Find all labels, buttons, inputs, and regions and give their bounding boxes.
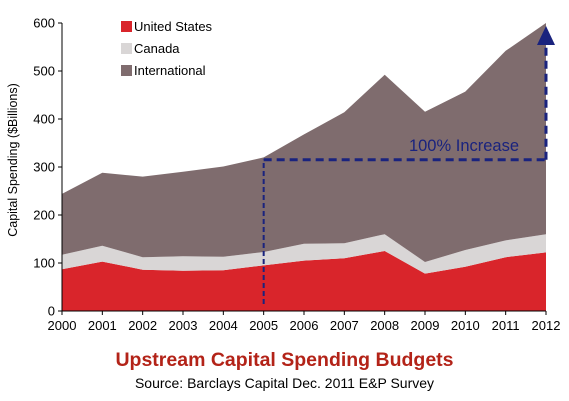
y-axis-ticks: 0 100 200 300 400 500 600 [33,16,62,319]
x-tick-label: 2005 [249,318,278,333]
y-axis-label: Capital Spending ($Billions) [6,83,20,237]
area-series-2 [62,23,546,262]
y-tick-label: 600 [33,16,55,31]
area-series-1 [62,234,546,274]
legend-label: International [134,63,206,78]
legend-label: Canada [134,41,180,56]
y-tick-label: 100 [33,256,55,271]
legend-swatch [121,65,132,76]
x-tick-label: 2012 [532,318,561,333]
annotation-arrowhead [537,26,555,45]
y-tick-label: 200 [33,208,55,223]
increase-annotation: 100% Increase [262,26,555,304]
x-axis-ticks: 2000 2001 2002 2003 2004 2005 2006 2007 2008 2009… [48,311,561,333]
x-tick-label: 2002 [128,318,157,333]
stacked-areas [62,23,546,311]
x-tick-label: 2008 [370,318,399,333]
x-tick-label: 2000 [48,318,77,333]
legend-swatch [121,43,132,54]
annotation-label: 100% Increase [409,137,519,155]
chart-title: Upstream Capital Spending Budgets [115,349,454,371]
x-tick-label: 2001 [88,318,117,333]
area-chart: 0 100 200 300 400 500 600 2000 2001 2002 2003 2004… [6,16,561,334]
area-series-0 [62,251,546,311]
chart-source: Source: Barclays Capital Dec. 2011 E&P S… [134,375,435,391]
x-tick-label: 2003 [169,318,198,333]
x-tick-label: 2006 [290,318,319,333]
x-tick-label: 2010 [451,318,480,333]
legend-swatch [121,21,132,32]
y-tick-label: 500 [33,64,55,79]
y-tick-label: 0 [48,304,55,319]
x-tick-label: 2009 [411,318,440,333]
y-tick-label: 300 [33,160,55,175]
y-tick-label: 400 [33,112,55,127]
x-tick-label: 2007 [330,318,359,333]
x-tick-label: 2011 [492,318,520,333]
x-tick-label: 2004 [209,318,238,333]
legend: United States Canada International [121,19,213,78]
legend-label: United States [134,19,213,34]
